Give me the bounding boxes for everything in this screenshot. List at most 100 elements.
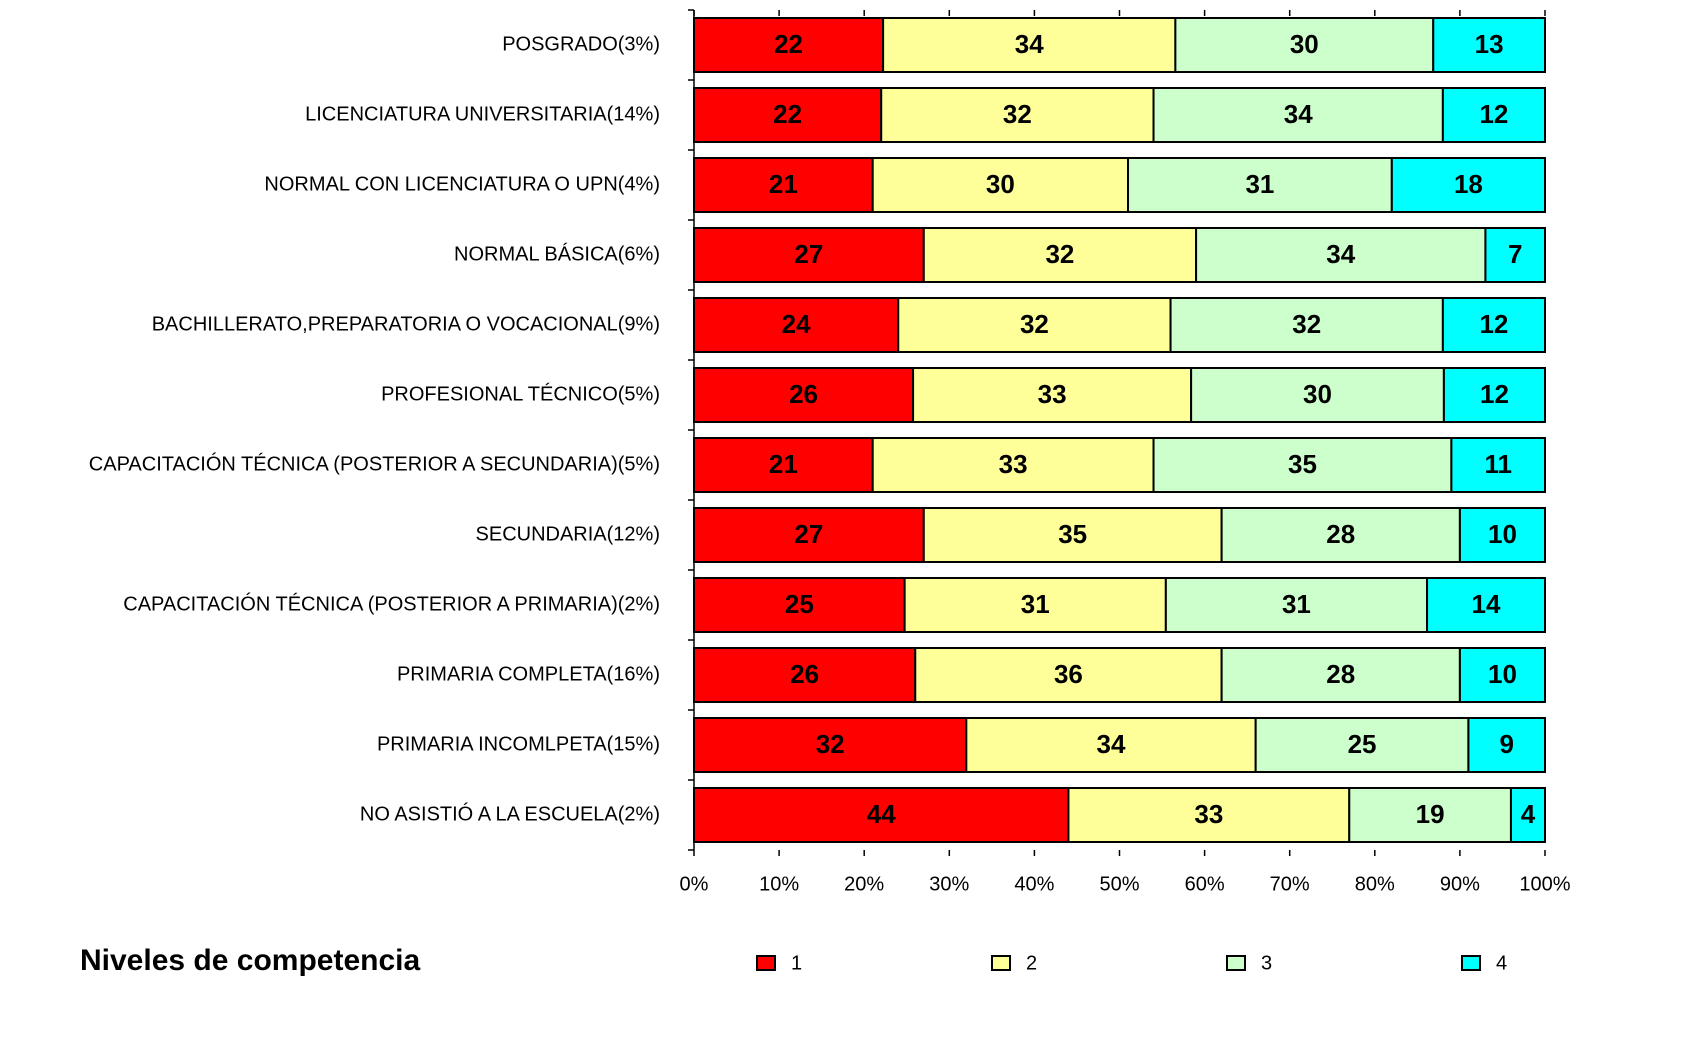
legend-swatch <box>991 955 1011 971</box>
data-label: 27 <box>794 239 823 269</box>
bar-segment <box>1450 437 1547 493</box>
data-label: 7 <box>1508 239 1522 269</box>
legend-title: Niveles de competencia <box>80 944 420 977</box>
bar-segment <box>693 367 915 423</box>
x-tick-label: 70% <box>1270 873 1310 895</box>
bar-segment <box>1458 647 1547 703</box>
bar-segment <box>1195 227 1487 283</box>
bar-segment <box>965 717 1257 773</box>
data-label: 28 <box>1326 519 1355 549</box>
bar-segment <box>693 227 925 283</box>
x-tick-label: 10% <box>759 873 799 895</box>
category-label: POSGRADO(3%) <box>502 33 660 55</box>
bar-segment <box>1152 437 1453 493</box>
category-label: LICENCIATURA UNIVERSITARIA(14%) <box>305 103 660 125</box>
data-label: 10 <box>1488 519 1517 549</box>
bar-segment <box>1174 17 1435 73</box>
data-label: 24 <box>782 309 811 339</box>
data-label: 14 <box>1472 589 1501 619</box>
bar-segment <box>1509 787 1546 843</box>
data-label: 32 <box>1020 309 1049 339</box>
bar-segment <box>693 787 1070 843</box>
bar-segment <box>1067 787 1351 843</box>
data-label: 32 <box>1292 309 1321 339</box>
data-label: 31 <box>1245 169 1274 199</box>
x-tick-label: 40% <box>1014 873 1054 895</box>
data-label: 33 <box>999 449 1028 479</box>
data-label: 4 <box>1521 799 1536 829</box>
bar-segment <box>1164 577 1429 633</box>
category-label: NO ASISTIÓ A LA ESCUELA(2%) <box>360 802 660 825</box>
data-label: 44 <box>867 799 896 829</box>
bar-segment <box>1390 157 1546 213</box>
category-label: SECUNDARIA(12%) <box>476 523 660 545</box>
bar-segment <box>1169 297 1444 353</box>
legend-swatch <box>1461 955 1481 971</box>
bar-segment <box>871 157 1130 213</box>
bar-segment <box>693 507 925 563</box>
legend-label: 1 <box>791 952 802 974</box>
bar-segment <box>1441 87 1547 143</box>
x-tick-label: 100% <box>1519 873 1570 895</box>
category-label: PRIMARIA INCOMLPETA(15%) <box>377 733 660 755</box>
legend-label: 2 <box>1026 952 1037 974</box>
legend-label: 3 <box>1261 952 1272 974</box>
data-label: 30 <box>1303 379 1332 409</box>
bar-segment <box>897 297 1172 353</box>
bar-segment <box>693 157 874 213</box>
data-label: 34 <box>1015 29 1044 59</box>
data-label: 32 <box>816 729 845 759</box>
bar-segment <box>1442 367 1547 423</box>
bar-segment <box>1152 87 1444 143</box>
data-label: 12 <box>1479 309 1508 339</box>
category-label: NORMAL BÁSICA(6%) <box>454 242 660 265</box>
bar-segment <box>1190 367 1445 423</box>
bar-segment <box>693 717 968 773</box>
bar-segment <box>1426 577 1546 633</box>
data-label: 9 <box>1499 729 1513 759</box>
data-label: 25 <box>785 589 814 619</box>
bar-segment <box>1348 787 1512 843</box>
category-label: PROFESIONAL TÉCNICO(5%) <box>381 382 660 405</box>
legend-swatch <box>756 955 776 971</box>
bar-segment <box>880 87 1155 143</box>
data-label: 34 <box>1097 729 1126 759</box>
bar-segment <box>912 367 1193 423</box>
data-label: 32 <box>1003 99 1032 129</box>
bar-segment <box>1467 717 1547 773</box>
data-label: 21 <box>769 169 798 199</box>
bar-segment <box>1441 297 1547 353</box>
data-label: 27 <box>794 519 823 549</box>
data-label: 35 <box>1288 449 1317 479</box>
data-label: 25 <box>1348 729 1377 759</box>
bar-segment <box>1127 157 1393 213</box>
bar-segment <box>693 17 885 73</box>
data-label: 22 <box>773 99 802 129</box>
data-label: 36 <box>1054 659 1083 689</box>
data-label: 33 <box>1038 379 1067 409</box>
category-label: NORMAL CON LICENCIATURA O UPN(4%) <box>264 173 660 195</box>
data-label: 35 <box>1058 519 1087 549</box>
bar-segment <box>693 87 883 143</box>
bar-segment <box>882 17 1177 73</box>
bar-segment <box>1458 507 1547 563</box>
data-label: 13 <box>1475 29 1504 59</box>
data-label: 19 <box>1416 799 1445 829</box>
x-tick-label: 50% <box>1099 873 1139 895</box>
x-tick-label: 30% <box>929 873 969 895</box>
legend-label: 4 <box>1496 952 1507 974</box>
data-label: 12 <box>1479 99 1508 129</box>
category-label: CAPACITACIÓN TÉCNICA (POSTERIOR A PRIMAR… <box>123 592 660 615</box>
x-tick-label: 80% <box>1355 873 1395 895</box>
data-label: 26 <box>790 659 819 689</box>
bar-segment <box>922 227 1198 283</box>
data-label: 32 <box>1045 239 1074 269</box>
x-tick-label: 60% <box>1185 873 1225 895</box>
data-label: 10 <box>1488 659 1517 689</box>
bar-segment <box>914 647 1223 703</box>
bar-segment <box>1220 647 1461 703</box>
x-tick-label: 90% <box>1440 873 1480 895</box>
bar-segment <box>1254 717 1470 773</box>
data-label: 30 <box>986 169 1015 199</box>
